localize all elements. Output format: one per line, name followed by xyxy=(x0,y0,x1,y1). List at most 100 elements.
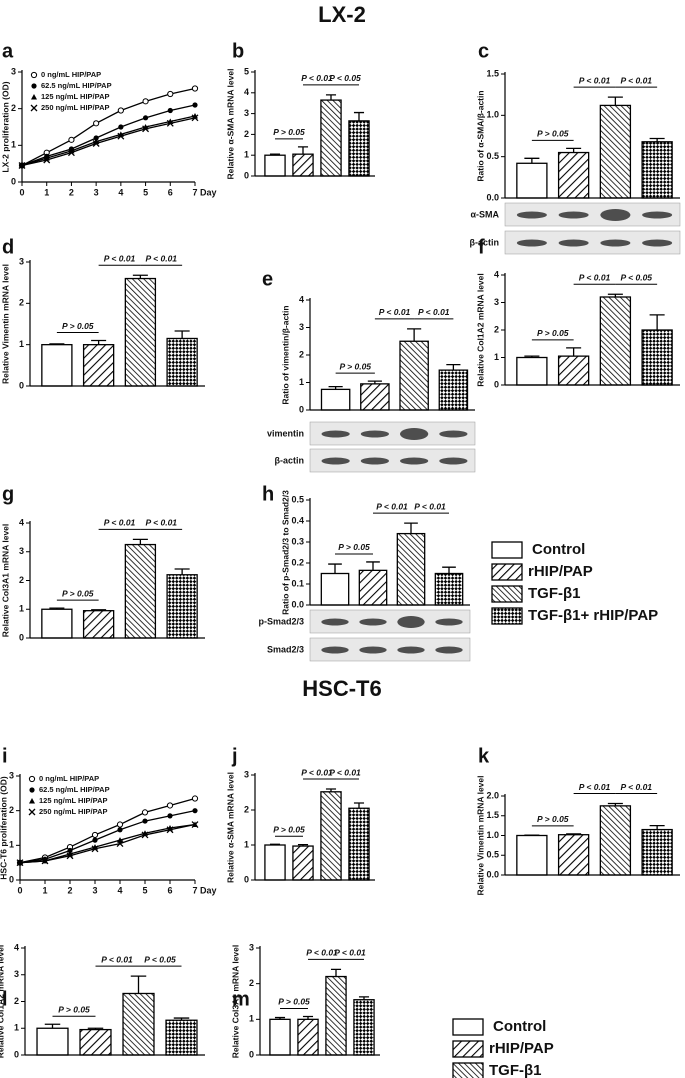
annotation: P > 0.05 xyxy=(537,328,569,338)
annotation: P < 0.05 xyxy=(144,954,176,964)
bar xyxy=(360,383,390,411)
annotation: P < 0.01 xyxy=(579,782,611,792)
y-axis-label: Relative Col3A1 mRNA level xyxy=(0,524,10,638)
blot-band xyxy=(600,209,631,221)
panel-letter: b xyxy=(232,40,244,62)
error-bar xyxy=(407,328,422,342)
y-tick-label: 1.5 xyxy=(486,68,499,78)
error-bar xyxy=(404,522,418,534)
y-tick-label: 3 xyxy=(19,256,24,266)
y-tick-label: 2 xyxy=(9,805,14,815)
error-bar xyxy=(566,833,582,835)
bar xyxy=(641,329,673,386)
y-tick-label: 1 xyxy=(9,840,14,850)
bar xyxy=(82,610,115,639)
x-tick-label: 2 xyxy=(69,187,74,197)
annotation: P < 0.01 xyxy=(329,767,361,777)
error-bar xyxy=(330,968,342,977)
annotation: P < 0.01 xyxy=(301,767,333,777)
error-bar xyxy=(174,330,190,339)
annotation: P > 0.05 xyxy=(537,814,569,824)
y-tick-label: 0 xyxy=(244,874,249,884)
marker xyxy=(92,140,100,147)
marker xyxy=(91,845,99,853)
marker xyxy=(68,136,75,143)
bar xyxy=(320,572,350,606)
y-tick-label: 0 xyxy=(19,380,24,390)
line-series xyxy=(21,117,196,167)
y-axis-label: Relative Vimentin mRNA level xyxy=(475,776,485,896)
y-tick-label: 0 xyxy=(14,1049,19,1059)
annotation: P > 0.05 xyxy=(62,588,94,598)
legend-label: Control xyxy=(532,541,585,558)
bar xyxy=(557,151,590,199)
y-tick-label: 1.5 xyxy=(486,810,499,820)
marker xyxy=(66,852,74,860)
error-bar xyxy=(446,363,461,371)
blot-band xyxy=(321,618,349,626)
annotation: P > 0.05 xyxy=(273,127,305,137)
error-bar xyxy=(607,802,623,806)
x-tick-label: 5 xyxy=(143,187,148,197)
y-tick-label: 0 xyxy=(9,874,14,884)
annotation: P < 0.01 xyxy=(104,518,136,528)
y-tick-label: 0.0 xyxy=(486,192,499,202)
x-tick-label: 7 xyxy=(192,187,197,197)
annotation: P < 0.01 xyxy=(379,307,411,317)
x-tick-label: 3 xyxy=(92,885,97,895)
bar xyxy=(41,608,73,639)
y-tick-label: 4 xyxy=(494,269,499,279)
x-tick-label: 7 xyxy=(192,885,197,895)
error-bar xyxy=(87,1027,104,1030)
blot-band xyxy=(642,239,673,247)
x-tick-label: 6 xyxy=(167,885,172,895)
y-tick-label: 0 xyxy=(299,404,304,414)
annotation: P > 0.05 xyxy=(338,542,370,552)
blot-band xyxy=(399,457,429,465)
x-tick-label: 3 xyxy=(94,187,99,197)
bar xyxy=(166,337,198,387)
blot-background xyxy=(309,637,471,662)
blot-band xyxy=(642,211,673,219)
marker xyxy=(167,90,174,98)
bar xyxy=(264,844,286,881)
y-tick-label: 2 xyxy=(249,978,254,988)
panel-letter: j xyxy=(231,745,238,767)
y-tick-label: 1 xyxy=(19,339,24,349)
y-tick-label: 2 xyxy=(244,804,249,814)
marker xyxy=(192,102,198,108)
legend-label: TGF-β1 xyxy=(489,1062,542,1078)
blot-band xyxy=(360,457,390,465)
y-tick-label: 1 xyxy=(14,1023,19,1033)
marker xyxy=(167,813,173,819)
blot-band xyxy=(397,616,425,628)
bar xyxy=(297,1018,319,1056)
blot-label: p-Smad2/3 xyxy=(258,616,304,626)
y-tick-label: 0.5 xyxy=(291,494,304,504)
error-bar xyxy=(566,147,582,153)
legend-swatch xyxy=(491,585,523,603)
marker xyxy=(116,840,124,848)
y-tick-label: 1 xyxy=(244,150,249,160)
legend-label: 250 ng/mL HIP/PAP xyxy=(39,807,108,816)
bar xyxy=(41,344,73,387)
legend-label: 125 ng/mL HIP/PAP xyxy=(41,92,110,101)
marker xyxy=(166,119,174,127)
bar xyxy=(348,120,370,177)
marker xyxy=(28,808,36,816)
error-bar xyxy=(91,339,107,345)
line-series xyxy=(21,115,196,167)
marker xyxy=(116,821,124,828)
panel-letter: e xyxy=(262,268,273,290)
bar xyxy=(82,344,115,387)
annotation: P < 0.01 xyxy=(620,782,652,792)
error-bar xyxy=(49,343,65,345)
annotation: P < 0.01 xyxy=(101,954,133,964)
line-series xyxy=(19,810,196,864)
y-tick-label: 1 xyxy=(244,839,249,849)
blot-background xyxy=(504,202,681,227)
error-bar xyxy=(566,347,582,357)
annotation: P > 0.05 xyxy=(537,129,569,139)
y-tick-label: 1 xyxy=(299,377,304,387)
